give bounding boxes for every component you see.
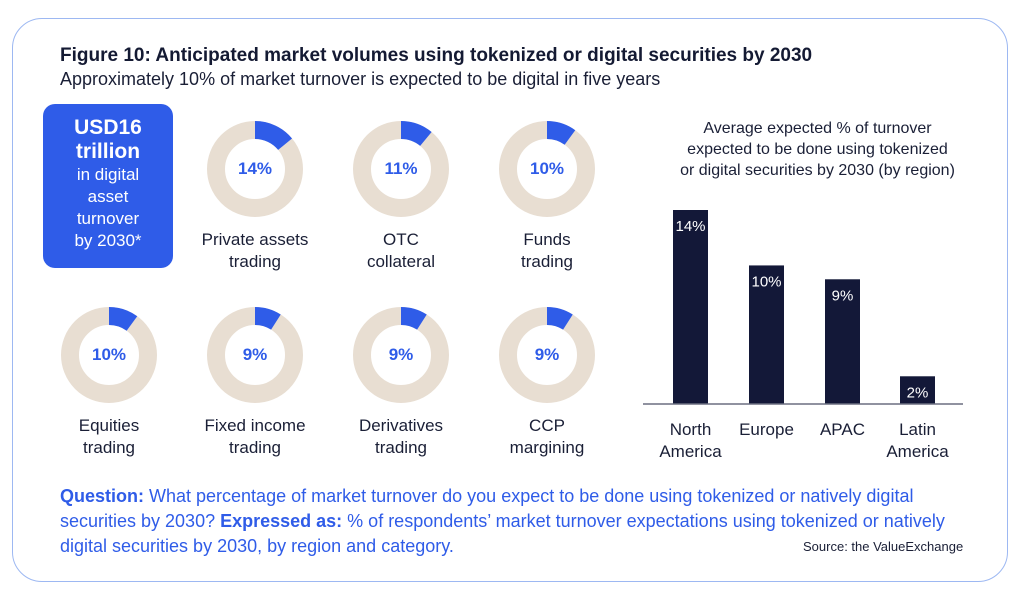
donut-label-line: Equities [78,416,140,435]
chart-title-line: expected to be done using tokenized [687,141,948,158]
donut-segment [499,121,595,217]
donut-value: 10% [91,345,127,364]
donut-label: OTC collateral [321,229,481,273]
bar-data-label: 2% [907,384,929,401]
donut-segment [61,307,157,403]
question-note: Question: What percentage of market turn… [60,484,960,559]
chart-title-line: Average expected % of turnover [703,120,932,137]
donut-label-line: trading [375,438,427,457]
bar-chart-title: Average expected % of turnover expected … [660,118,975,181]
donut-chart: 14% [205,119,305,219]
question-text: What percentage of market turnover do yo… [60,486,914,531]
donut-label: Funds trading [467,229,627,273]
x-tick-label: America [659,442,722,461]
donut-segment [353,307,449,403]
donut-label-line: Private assets [201,230,309,249]
donut-label-line: Funds [523,230,571,249]
donut-chart: 10% [497,119,597,219]
callout-text: asset [87,187,129,206]
donut-label-line: Derivatives [358,416,444,435]
figure-title: Figure 10: Anticipated market volumes us… [60,45,813,66]
donut-label-line: trading [83,438,135,457]
bar-data-label: 10% [751,273,781,290]
callout-unit: trillion [75,140,141,163]
donut-chart: 11% [351,119,451,219]
donut-value: 9% [242,345,268,364]
bar [749,265,784,404]
donut-value: 9% [388,345,414,364]
donut-label-line: Fixed income [204,416,306,435]
donut-label-line: trading [229,252,281,271]
source-note: Source: the ValueExchange [803,539,964,554]
donut-label-line: OTC [383,230,419,249]
x-tick-label: North [670,420,712,439]
donut-segment [353,121,449,217]
donut-label-line: CCP [529,416,565,435]
figure-card [12,18,1008,582]
donut-segment [499,307,595,403]
donut-value: 11% [384,159,418,178]
donut-segment [207,121,303,217]
x-tick-label: Europe [739,420,794,439]
callout-text: by 2030* [74,231,142,250]
donut-label: Private assets trading [175,229,335,273]
x-tick-label: America [886,442,949,461]
x-tick-label: APAC [820,420,865,439]
total-turnover-callout: USD16 trillion in digital asset turnover… [43,104,173,268]
bar [900,376,935,404]
donut-label: Fixed income trading [175,415,335,459]
donut-label-line: trading [229,438,281,457]
donut-chart: 10% [59,305,159,405]
callout-amount: USD16 [74,116,142,139]
donut-chart: 9% [351,305,451,405]
chart-title-line: or digital securities by 2030 (by region… [680,162,955,179]
bar [825,279,860,404]
donut-label-line: trading [521,252,573,271]
donut-label: CCP margining [467,415,627,459]
donut-label-line: collateral [366,252,436,271]
donut-label: Derivatives trading [321,415,481,459]
donut-segment [207,307,303,403]
donut-value: 14% [237,159,273,178]
expressed-text: % of respondents’ market turnover expect… [60,511,945,556]
figure-subtitle: Approximately 10% of market turnover is … [60,69,661,89]
question-label: Question: [60,486,144,506]
x-tick-label: Latin [899,420,936,439]
callout-text: in digital [76,165,140,184]
donut-label-line: margining [509,438,585,457]
donut-label: Equities trading [29,415,189,459]
bar-data-label: 9% [832,287,854,304]
donut-chart: 9% [497,305,597,405]
callout-text: turnover [76,209,140,228]
bar [673,210,708,404]
donut-value: 9% [534,345,560,364]
donut-chart: 9% [205,305,305,405]
regional-bar-chart: 14% North America 10% Europe 9% APAC 2% Latin Ame… [643,210,963,461]
bar-data-label: 14% [675,218,705,235]
expressed-label: Expressed as: [220,511,343,531]
donut-value: 10% [529,159,565,178]
